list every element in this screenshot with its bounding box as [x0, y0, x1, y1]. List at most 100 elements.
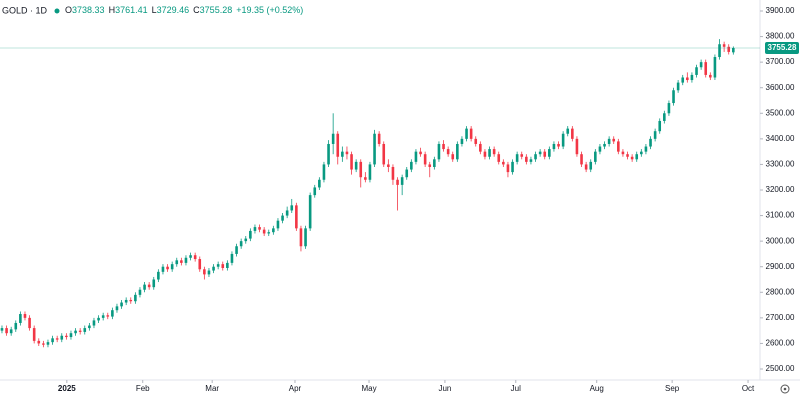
candle-body — [538, 151, 542, 155]
candle-body — [626, 154, 629, 157]
candle-body — [193, 255, 197, 260]
x-tick-label: Sep — [665, 384, 680, 393]
candle-body — [327, 143, 330, 165]
ohlc-label: O — [65, 5, 72, 15]
candle-body — [699, 62, 703, 68]
candle-body — [19, 314, 22, 323]
candle-body — [262, 229, 266, 234]
x-tick-label: Jul — [511, 384, 521, 393]
candle-body — [101, 315, 105, 318]
candle-body — [405, 169, 409, 178]
candle-body — [391, 166, 395, 180]
candle-body — [308, 195, 312, 229]
candle-body — [166, 266, 169, 270]
candle-body — [143, 284, 146, 290]
candle-body — [65, 335, 68, 338]
y-tick-label: 2600.00 — [766, 339, 795, 348]
candle-body — [198, 259, 202, 270]
candle-body — [129, 299, 133, 302]
ohlc-value: 3755.28 — [200, 5, 233, 15]
y-tick-label: 3700.00 — [766, 57, 795, 66]
candle-body — [216, 264, 220, 267]
candle-body — [276, 220, 280, 229]
candle-body — [653, 131, 657, 139]
candle-body — [722, 44, 726, 47]
candle-body — [474, 138, 478, 144]
candle-body — [400, 177, 404, 185]
candle-body — [368, 164, 372, 180]
candle-body — [433, 159, 436, 167]
candle-body — [543, 151, 547, 157]
candle-body — [515, 154, 519, 162]
candle-body — [612, 138, 616, 142]
candle-body — [170, 264, 174, 270]
candle-body — [285, 210, 289, 216]
candle-body — [506, 164, 510, 173]
candle-body — [492, 149, 496, 155]
last-price-box — [765, 42, 799, 55]
candle-body — [571, 128, 574, 139]
candle-body — [548, 149, 551, 157]
candle-body — [557, 143, 560, 147]
candle-body — [695, 67, 698, 75]
candle-body — [295, 205, 298, 229]
y-tick-label: 3000.00 — [766, 236, 795, 245]
candle-body — [520, 154, 524, 157]
candle-body — [709, 74, 712, 78]
ohlc-value: 3761.41 — [115, 5, 148, 15]
x-tick-label: Feb — [136, 384, 150, 393]
candle-body — [83, 328, 87, 332]
candle-body — [249, 230, 252, 239]
candle-body — [350, 154, 353, 170]
candle-body — [42, 343, 45, 345]
candle-body — [534, 154, 537, 160]
candle-body — [364, 177, 367, 180]
candle-body — [78, 330, 82, 332]
candle-body — [621, 151, 625, 155]
candle-body — [437, 143, 441, 160]
candle-body — [727, 46, 731, 52]
symbol: GOLD · 1D — [2, 5, 48, 15]
candle-body — [598, 146, 602, 152]
candle-body — [414, 151, 418, 162]
candle-body — [230, 253, 234, 263]
ohlc-value: 3738.33 — [72, 5, 105, 15]
settings-icon — [783, 387, 787, 391]
candle-body — [290, 205, 294, 211]
candle-body — [138, 289, 142, 295]
x-tick-label: Mar — [205, 384, 219, 393]
candle-body — [525, 156, 528, 162]
candle-body — [253, 227, 257, 231]
candle-body — [580, 154, 583, 165]
candle-body — [345, 151, 349, 155]
candle-body — [9, 329, 13, 334]
candle-body — [589, 161, 593, 170]
candle-body — [258, 227, 261, 230]
candle-body — [469, 128, 473, 139]
candle-body — [617, 141, 620, 152]
candle-body — [184, 257, 188, 263]
settings-button[interactable] — [780, 384, 790, 394]
candle-body — [51, 338, 54, 343]
y-tick-label: 3800.00 — [766, 32, 795, 41]
candle-body — [718, 44, 721, 58]
candle-body — [235, 246, 238, 254]
candle-body — [667, 103, 671, 114]
candle-body — [681, 77, 685, 83]
ohlc-value: 3729.46 — [157, 5, 190, 15]
x-tick-label: May — [361, 384, 376, 393]
candle-body — [713, 57, 717, 78]
candle-body — [488, 149, 491, 157]
candle-body — [502, 161, 505, 165]
candle-body — [594, 151, 597, 162]
candle-body — [318, 179, 321, 188]
candle-body — [354, 161, 358, 170]
candle-body — [161, 266, 165, 272]
y-tick-label: 2800.00 — [766, 287, 795, 296]
y-tick-label: 2900.00 — [766, 262, 795, 271]
last-price-label: 3755.28 — [768, 43, 797, 52]
candle-body — [331, 133, 335, 144]
candle-body — [373, 133, 376, 165]
